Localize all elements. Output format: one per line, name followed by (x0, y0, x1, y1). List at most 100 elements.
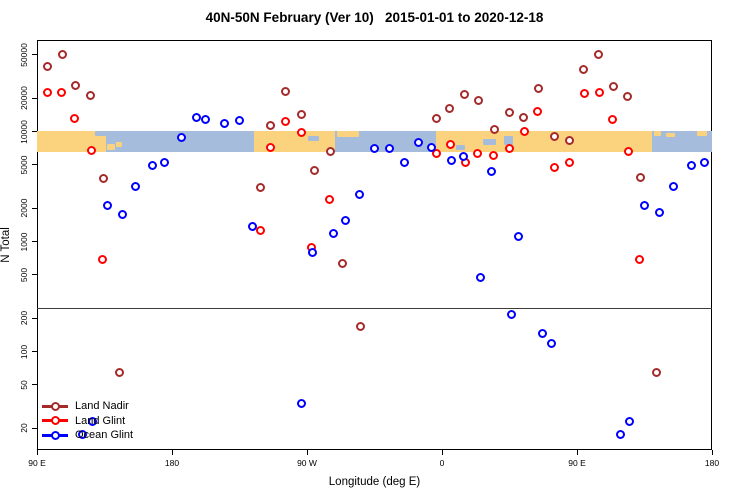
data-point-ocean-glint (148, 160, 158, 170)
data-point-ocean-glint (328, 229, 338, 239)
data-point-ocean-glint (176, 132, 186, 142)
data-point-ocean-glint (514, 232, 524, 242)
data-point-land-nadir (85, 90, 95, 100)
data-point-ocean-glint (475, 273, 485, 283)
map-band-land-patch (697, 131, 707, 136)
data-point-land-nadir (578, 64, 588, 74)
data-point-land-nadir (280, 87, 290, 97)
y-tick-mark (32, 164, 37, 166)
map-band-ocean-patch (95, 131, 106, 136)
data-point-ocean-glint (191, 113, 201, 123)
data-point-land-nadir (636, 173, 646, 183)
data-point-land-glint (549, 163, 559, 173)
y-tick-mark (32, 97, 37, 99)
map-band-ocean-patch (308, 136, 319, 141)
data-point-land-nadir (255, 183, 265, 193)
data-point-ocean-glint (234, 115, 244, 125)
data-point-ocean-glint (639, 201, 649, 211)
data-point-land-glint (533, 107, 543, 117)
data-point-land-glint (56, 88, 66, 98)
data-point-ocean-glint (687, 160, 697, 170)
data-point-land-glint (42, 88, 52, 98)
map-band-ocean-segment (335, 131, 436, 152)
data-point-land-nadir (608, 82, 618, 92)
y-tick-mark (32, 351, 37, 352)
data-point-land-nadir (42, 62, 52, 72)
data-point-ocean-glint (699, 158, 709, 168)
data-point-ocean-glint (447, 156, 457, 166)
data-point-ocean-glint (399, 158, 409, 168)
data-point-ocean-glint (220, 119, 230, 129)
plot-area (37, 40, 712, 450)
data-point-ocean-glint (426, 143, 436, 153)
data-point-ocean-glint (624, 417, 634, 427)
data-point-land-glint (608, 115, 618, 125)
data-point-ocean-glint (369, 144, 379, 154)
threshold-line (37, 307, 712, 309)
data-point-ocean-glint (77, 430, 87, 440)
data-point-land-glint (519, 127, 529, 137)
data-point-land-glint (594, 87, 604, 97)
x-tick-mark (442, 450, 443, 455)
data-point-ocean-glint (486, 166, 496, 176)
data-point-land-glint (488, 151, 498, 161)
latitude-band-map-strip (37, 131, 712, 152)
data-point-ocean-glint (308, 247, 318, 257)
data-point-ocean-glint (341, 216, 351, 226)
ocean-glint-symbol-icon (42, 430, 68, 440)
map-band-land-patch (666, 133, 675, 137)
data-point-land-glint (505, 144, 515, 154)
chart-title: 40N-50N February (Ver 10) 2015-01-01 to … (205, 10, 544, 25)
data-point-land-nadir (549, 132, 559, 142)
x-tick-mark (307, 450, 308, 455)
data-point-land-nadir (265, 120, 275, 130)
data-point-land-nadir (70, 80, 80, 90)
data-point-land-nadir (459, 89, 469, 99)
map-band-land-patch (116, 142, 122, 147)
data-point-land-nadir (57, 50, 67, 60)
data-point-ocean-glint (87, 417, 97, 427)
y-tick-mark (32, 274, 37, 276)
legend-label: Ocean Glint (75, 429, 134, 442)
data-point-land-nadir (356, 321, 366, 331)
x-tick-label: 0 (439, 458, 445, 468)
data-point-ocean-glint (130, 182, 140, 192)
y-tick-mark (32, 427, 37, 429)
x-tick-mark (37, 450, 38, 455)
data-point-land-glint (86, 146, 96, 156)
data-point-ocean-glint (668, 182, 678, 192)
data-point-ocean-glint (385, 144, 395, 154)
data-point-land-nadir (338, 259, 348, 269)
data-point-land-glint (97, 255, 107, 265)
legend-item-land-nadir: Land Nadir (42, 399, 133, 414)
data-point-land-glint (256, 226, 266, 236)
data-point-land-glint (564, 158, 574, 168)
data-point-land-nadir (518, 113, 528, 123)
data-point-ocean-glint (547, 339, 557, 349)
data-point-land-glint (325, 194, 335, 204)
data-point-ocean-glint (458, 151, 468, 161)
data-point-land-glint (431, 149, 441, 159)
data-point-ocean-glint (355, 189, 365, 199)
data-point-ocean-glint (413, 137, 423, 147)
legend-label: Land Nadir (75, 400, 129, 413)
data-point-land-glint (265, 143, 275, 153)
data-point-ocean-glint (537, 328, 547, 338)
data-point-land-nadir (99, 173, 109, 183)
land-nadir-symbol-icon (42, 401, 68, 411)
x-tick-label: 90 W (297, 458, 317, 468)
data-point-land-nadir (473, 95, 483, 105)
data-point-ocean-glint (616, 430, 626, 440)
data-point-ocean-glint (506, 310, 516, 320)
data-point-land-nadir (490, 125, 500, 135)
map-band-land-patch (337, 131, 359, 137)
data-point-land-nadir (504, 107, 514, 117)
map-band-ocean-patch (483, 139, 496, 145)
y-tick-mark (32, 317, 37, 319)
data-point-ocean-glint (102, 201, 112, 211)
map-band-land-segment (436, 131, 652, 152)
data-point-ocean-glint (297, 398, 307, 408)
